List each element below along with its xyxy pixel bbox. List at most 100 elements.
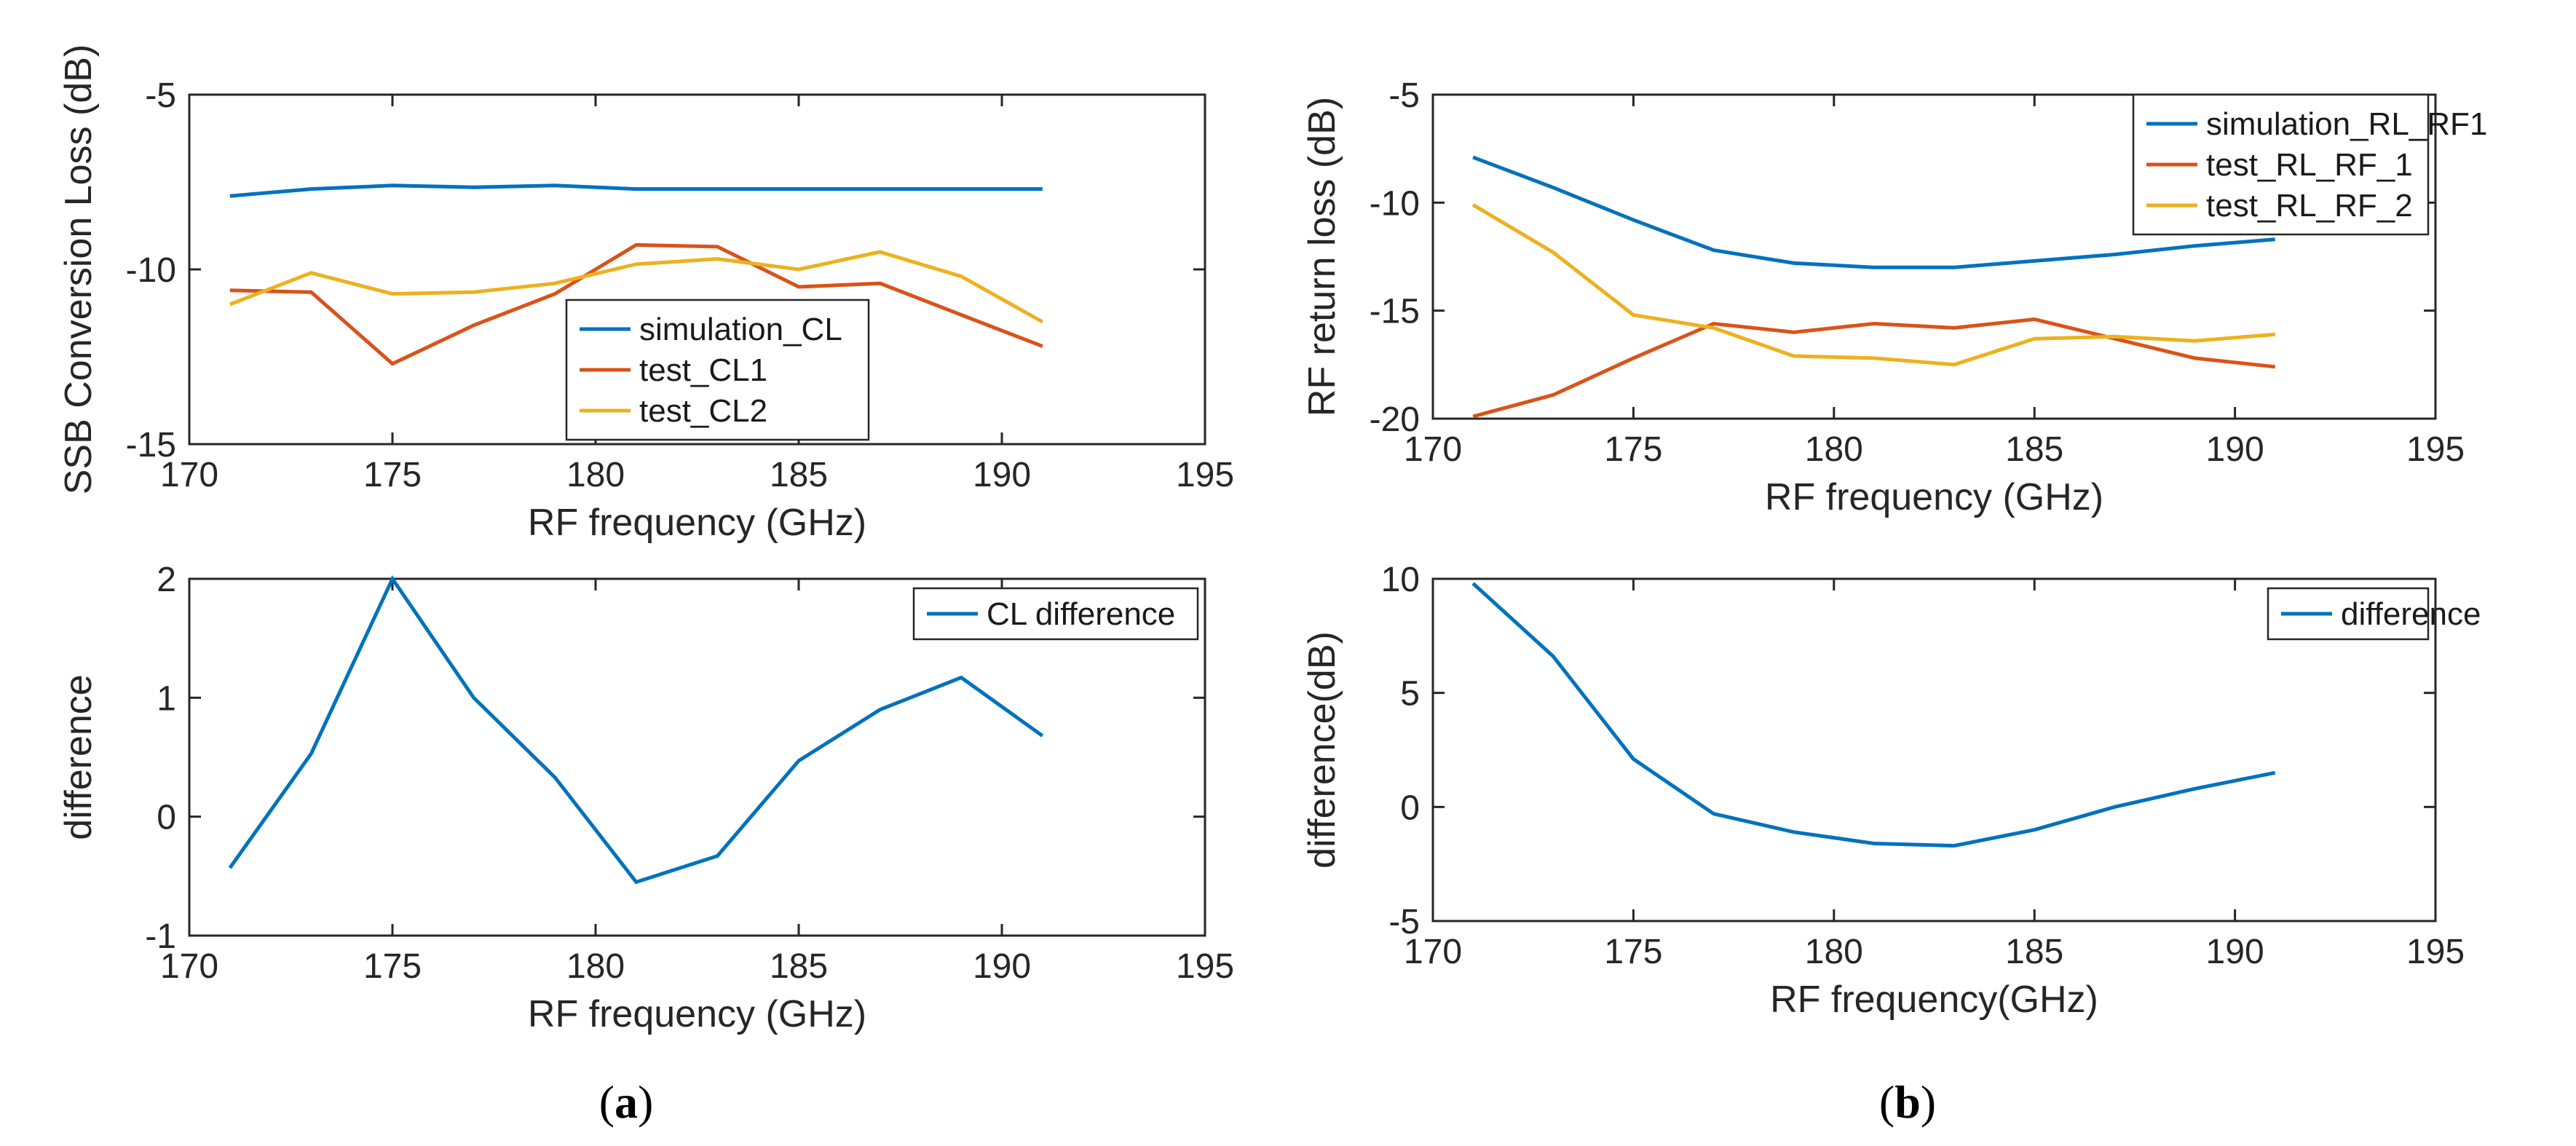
x-axis-label: RF frequency(GHz) <box>1770 979 2098 1021</box>
data-point <box>1792 354 1796 358</box>
series-line-simulation-rl-rf1 <box>1472 155 2275 269</box>
return-loss-chart: 170 175 180 185 190 195 -20 -15 -10 -5 RF frequenc… <box>1301 76 2487 518</box>
data-point <box>1792 330 1796 334</box>
data-point <box>1872 356 1876 360</box>
data-point <box>959 676 963 680</box>
x-tick-label: 195 <box>2406 430 2465 469</box>
legend: simulation_CL test_CL1 test_CL2 <box>565 299 870 441</box>
data-point <box>1872 321 1876 325</box>
data-point <box>1040 344 1045 349</box>
data-point <box>390 362 395 366</box>
x-tick-label: 190 <box>973 456 1031 494</box>
y-tick-label: -10 <box>126 251 176 290</box>
data-point <box>1952 325 1956 330</box>
series-line-simulation-cl <box>229 183 1043 198</box>
data-point <box>1631 313 1635 317</box>
data-point <box>797 759 801 763</box>
data-point <box>959 187 963 191</box>
cl-difference-chart: 170 175 180 185 190 195 -1 0 1 2 RF frequency (GHz… <box>58 561 1234 1035</box>
series-line-test-cl2 <box>229 250 1044 324</box>
x-tick-label: 195 <box>1176 947 1234 986</box>
series-line-cl-difference <box>228 574 1044 885</box>
x-tick-label: 190 <box>2206 430 2264 469</box>
data-point <box>390 292 395 296</box>
data-point <box>715 257 719 261</box>
data-point <box>959 274 963 279</box>
series-line-test-cl1 <box>229 242 1043 366</box>
data-point <box>797 285 801 289</box>
y-tick-label: -20 <box>1370 400 1420 439</box>
y-tick-label: -15 <box>126 426 176 465</box>
data-point <box>1712 812 1716 816</box>
data-point <box>715 854 719 858</box>
x-tick-label: 170 <box>160 947 218 986</box>
y-tick-label: -15 <box>1370 293 1420 331</box>
x-tick-label: 170 <box>160 456 218 494</box>
y-tick-label: -5 <box>145 76 176 115</box>
legend-entry: simulation_CL <box>639 312 842 347</box>
data-point <box>2032 258 2036 263</box>
data-point <box>1952 265 1956 269</box>
data-point <box>2193 786 2197 791</box>
series-line-difference <box>1471 582 2276 848</box>
data-point <box>634 242 639 247</box>
y-axis-label: RF return loss (dB) <box>1301 97 1343 416</box>
data-point <box>2112 253 2117 257</box>
data-point <box>878 187 882 191</box>
data-point <box>1631 757 1635 762</box>
data-point <box>553 281 557 285</box>
data-point <box>1040 734 1045 738</box>
y-tick-label: 5 <box>1400 675 1420 714</box>
x-tick-label: 175 <box>363 456 422 494</box>
x-tick-label: 185 <box>2005 430 2063 469</box>
conversion-loss-chart: 170 175 180 185 190 195 -15 -10 -5 RF frequency (… <box>58 44 1234 544</box>
legend-entry: test_RL_RF_2 <box>2206 188 2413 224</box>
data-point <box>1872 841 1876 845</box>
data-point <box>2193 244 2197 248</box>
data-point <box>390 577 395 581</box>
data-point <box>553 775 557 780</box>
y-axis-label: difference(dB) <box>1301 631 1343 869</box>
x-tick-label: 185 <box>770 947 828 986</box>
data-point <box>1471 414 1475 419</box>
data-point <box>1712 248 1716 253</box>
data-point <box>1551 186 1555 190</box>
data-point <box>1040 187 1045 191</box>
data-point <box>2273 332 2277 336</box>
data-point <box>309 271 313 275</box>
y-tick-label: -5 <box>1388 903 1420 941</box>
y-axis-label: difference <box>58 674 100 839</box>
y-tick-label: -1 <box>145 917 176 956</box>
data-point <box>309 187 313 191</box>
panel-label-b: (b) <box>1879 1076 1936 1128</box>
x-tick-label: 190 <box>973 947 1031 986</box>
data-point <box>228 288 232 293</box>
data-point <box>1872 265 1876 269</box>
data-point <box>715 187 719 191</box>
data-point <box>472 695 476 700</box>
data-point <box>2193 339 2197 343</box>
x-axis-label: RF frequency (GHz) <box>528 993 866 1035</box>
data-point <box>634 262 639 266</box>
data-point <box>878 250 882 254</box>
legend-entry: difference <box>2341 596 2481 632</box>
x-tick-label: 180 <box>1805 430 1863 469</box>
data-point <box>715 245 719 249</box>
data-point <box>472 323 476 328</box>
legend-entry: CL difference <box>987 596 1175 632</box>
series-line-test-rl-rf-2 <box>1471 203 2275 367</box>
legend-entry: test_CL1 <box>639 352 767 388</box>
data-point <box>797 187 801 191</box>
data-point <box>1792 261 1796 265</box>
y-tick-label: -10 <box>1370 184 1420 223</box>
series-line-test-rl-rf-1 <box>1472 317 2275 419</box>
y-tick-label: 0 <box>1400 789 1420 827</box>
data-point <box>309 751 313 756</box>
data-point <box>1952 844 1956 848</box>
x-tick-label: 185 <box>770 456 828 494</box>
data-point <box>228 194 232 198</box>
data-point <box>1471 155 1475 159</box>
data-point <box>634 187 639 191</box>
x-tick-label: 180 <box>1805 933 1863 971</box>
data-point <box>472 185 476 189</box>
